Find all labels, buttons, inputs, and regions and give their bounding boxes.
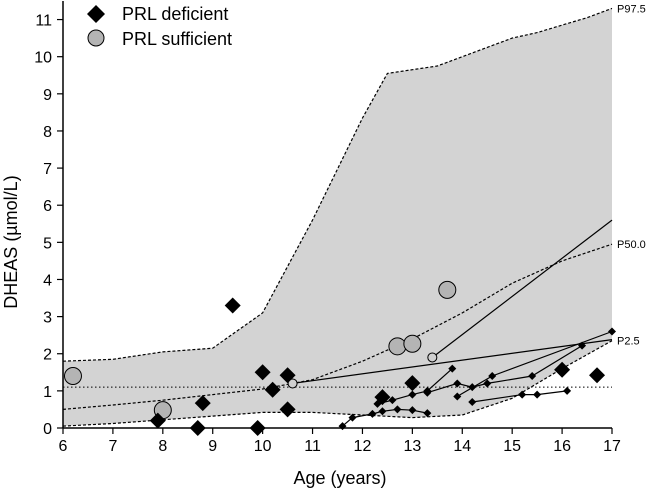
y-tick-label: 1 (43, 384, 52, 401)
y-tick-label: 3 (43, 310, 52, 327)
x-tick-label: 8 (158, 438, 167, 455)
trajectory-point (287, 378, 298, 389)
point-prl-deficient (374, 389, 391, 406)
trajectory-point (483, 379, 492, 388)
p50-curve (62, 243, 613, 410)
trajectory-point (393, 405, 402, 414)
y-tick-label: 0 (43, 421, 52, 438)
trajectory-point (528, 372, 537, 381)
trajectory-point (408, 406, 417, 415)
percentile-labels: P97.5 P50.0 P2.5 (617, 3, 646, 347)
legend-label-deficient: PRL deficient (122, 4, 228, 24)
x-tick-label: 7 (108, 438, 117, 455)
trajectory-point (468, 398, 477, 407)
trajectory-point (348, 413, 357, 422)
band-fill (63, 8, 612, 427)
legend-label-sufficient: PRL sufficient (122, 29, 232, 49)
trajectory-line-4 (427, 345, 583, 394)
label-p2-5: P2.5 (617, 336, 640, 348)
data-points (63, 280, 606, 436)
trajectory-line-6 (472, 390, 568, 403)
trajectory-point (378, 407, 387, 416)
trajectory-point (368, 409, 377, 418)
x-tick-label: 16 (553, 438, 571, 455)
trajectory-point (608, 327, 616, 336)
point-prl-sufficient (388, 337, 407, 356)
x-tick-label: 17 (603, 438, 621, 455)
trajectory-point (423, 388, 432, 397)
trajectory-point (427, 352, 438, 363)
label-p97-5: P97.5 (617, 3, 646, 15)
point-prl-deficient (149, 412, 166, 429)
y-tick-label: 5 (43, 235, 52, 252)
x-tick-label: 10 (254, 438, 272, 455)
legend: PRL deficient PRL sufficient (87, 4, 232, 49)
y-tick-label: 11 (35, 13, 52, 30)
y-tick-label: 7 (43, 161, 52, 178)
x-axis-title: Age (years) (293, 468, 386, 488)
point-prl-deficient (254, 364, 271, 381)
trajectory-point (488, 372, 497, 381)
point-prl-deficient (194, 395, 211, 412)
y-tick-label: 2 (43, 347, 52, 364)
trajectory-point (563, 386, 572, 395)
trajectory-point (533, 390, 542, 399)
trajectory-point (453, 379, 462, 388)
point-prl-sufficient (403, 334, 422, 353)
label-p50: P50.0 (617, 239, 646, 251)
point-prl-deficient (279, 367, 296, 384)
x-tick-label: 11 (304, 438, 321, 455)
point-prl-sufficient (438, 280, 457, 299)
x-tick-label: 13 (403, 438, 421, 455)
point-prl-deficient (589, 367, 606, 384)
x-tick-label: 6 (59, 438, 68, 455)
trajectory-point (423, 409, 432, 418)
y-tick-label: 10 (34, 50, 52, 67)
point-prl-deficient (554, 361, 571, 378)
point-prl-deficient (264, 381, 281, 398)
trajectory-line-0 (292, 339, 613, 384)
p97-5-curve (62, 7, 613, 362)
point-prl-deficient (279, 401, 296, 418)
trajectory-point (448, 364, 457, 373)
y-axis-title: DHEAS (µmol/L) (1, 175, 21, 308)
trajectories (287, 219, 616, 431)
x-tick-label: 9 (208, 438, 217, 455)
legend-circle-marker (87, 29, 105, 47)
legend-diamond-marker (87, 5, 105, 23)
trajectory-point (388, 396, 397, 405)
y-tick-label: 9 (43, 87, 52, 104)
point-prl-sufficient (63, 367, 82, 386)
trajectory-point (518, 390, 527, 399)
x-tick-label: 14 (453, 438, 471, 455)
y-tick-label: 8 (43, 124, 52, 141)
point-prl-deficient (224, 297, 241, 314)
point-prl-deficient (404, 375, 421, 392)
trajectory-point (408, 390, 417, 399)
y-tick-label: 4 (43, 272, 52, 289)
trajectory-line-1 (431, 219, 613, 358)
y-tick-label: 6 (43, 198, 52, 215)
x-tick-label: 15 (503, 438, 521, 455)
reference-band (62, 7, 613, 427)
trajectory-point (453, 392, 462, 401)
x-tick-label: 12 (354, 438, 372, 455)
